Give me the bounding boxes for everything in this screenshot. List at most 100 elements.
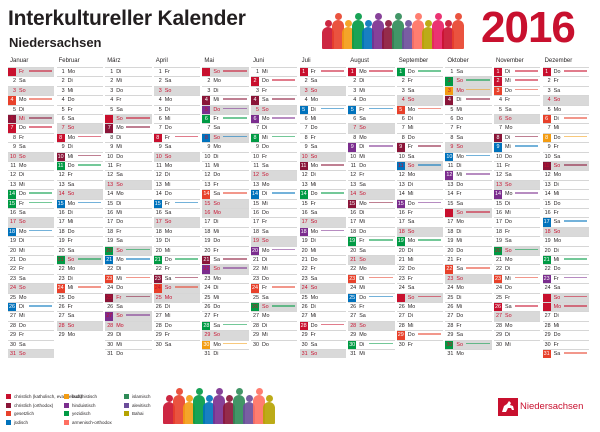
day-cell: 2 Mi bbox=[494, 76, 541, 86]
day-cell: 27 Mi bbox=[299, 311, 346, 320]
weekday-label: Di bbox=[262, 322, 268, 329]
day-number: 21 bbox=[496, 257, 502, 263]
day-number: 7 bbox=[105, 124, 114, 133]
person-silhouette bbox=[203, 395, 215, 424]
weekday-label: Mo bbox=[407, 172, 416, 179]
day-number: 27 bbox=[350, 313, 357, 320]
day-cell: 19 Mo bbox=[396, 236, 444, 246]
weekday-label: Sa bbox=[116, 172, 123, 179]
day-number: 17 bbox=[155, 219, 162, 226]
person-silhouette bbox=[432, 13, 444, 49]
event-marker bbox=[126, 295, 150, 298]
weekday-label: Di bbox=[164, 238, 170, 245]
day-cell: 18 So bbox=[396, 226, 444, 237]
legend-label: armenisch-orthodox bbox=[72, 419, 112, 425]
day-cell: 18 Sa bbox=[251, 226, 298, 236]
day-cell: 24 Mi bbox=[56, 283, 103, 293]
day-number: 10 bbox=[544, 153, 551, 160]
event-marker bbox=[77, 164, 101, 166]
weekday-label: Sa bbox=[19, 144, 26, 151]
weekday-label: Sa bbox=[164, 144, 172, 151]
day-cell: 15 Di bbox=[494, 198, 541, 208]
day-cell: 5 Fr bbox=[56, 104, 103, 114]
day-cell: 20 Mi bbox=[8, 245, 55, 255]
day-cell: 16 Di bbox=[348, 208, 395, 217]
day-number: 21 bbox=[447, 257, 454, 263]
day-number: 17 bbox=[447, 219, 454, 226]
person-silhouette bbox=[263, 395, 275, 424]
day-cell: 6 Sa bbox=[56, 114, 103, 123]
event-marker bbox=[29, 98, 53, 100]
day-cell: 28 Mo bbox=[494, 320, 541, 330]
day-number: 18 bbox=[253, 228, 259, 235]
weekday-label: So bbox=[553, 97, 561, 104]
day-cell: 9 So bbox=[445, 142, 492, 152]
day-cell: 7 Mo bbox=[105, 123, 152, 133]
day-number: 23 bbox=[301, 275, 308, 282]
day-number: 10 bbox=[56, 152, 65, 161]
day-cell: 29 So bbox=[202, 330, 249, 340]
day-number: 15 bbox=[204, 200, 211, 207]
day-number: 19 bbox=[496, 238, 502, 245]
weekday-label: Fr bbox=[116, 228, 122, 235]
day-number: 3 bbox=[445, 86, 454, 96]
weekday-label: Fr bbox=[19, 134, 25, 141]
day-cell: 14 Mi bbox=[542, 189, 589, 198]
day-cell: 29 Fr bbox=[299, 330, 346, 339]
person-silhouette bbox=[412, 13, 424, 49]
day-number: 29 bbox=[10, 332, 16, 339]
person-silhouette bbox=[173, 388, 185, 424]
day-cell: 26 Mo bbox=[396, 302, 444, 311]
event-marker bbox=[515, 248, 539, 251]
legend-label: hinduistisch bbox=[72, 402, 96, 408]
day-number: 21 bbox=[301, 257, 308, 263]
day-number: 7 bbox=[401, 125, 405, 132]
weekday-label: Sa bbox=[164, 210, 172, 216]
day-number: 28 bbox=[202, 321, 211, 331]
weekday-label: So bbox=[19, 351, 26, 357]
day-number: 29 bbox=[350, 332, 357, 339]
day-cell: 11 Do bbox=[348, 161, 395, 170]
day-cell: 11 Mo bbox=[8, 161, 55, 170]
weekday-label: Mi bbox=[456, 172, 463, 179]
day-cell: 5 So bbox=[251, 104, 298, 114]
weekday-label: Mi bbox=[505, 144, 511, 151]
day-number: 18 bbox=[58, 228, 65, 235]
weekday-label: Di bbox=[310, 172, 316, 179]
event-marker bbox=[417, 239, 442, 241]
calendar-title: Interkultureller Kalender bbox=[8, 7, 246, 30]
event-marker bbox=[272, 192, 296, 194]
event-marker bbox=[174, 286, 199, 288]
weekday-label: Fr bbox=[359, 106, 365, 113]
event-marker bbox=[369, 276, 393, 279]
day-number: 26 bbox=[58, 304, 65, 310]
day-cell: 11 Mi bbox=[202, 161, 249, 170]
weekday-label: Do bbox=[262, 78, 269, 85]
weekday-label: So bbox=[407, 97, 415, 104]
legend-item: yezidisch bbox=[64, 411, 91, 417]
day-number: 28 bbox=[253, 322, 259, 329]
day-cell: 14 Do bbox=[299, 189, 346, 199]
weekday-label: Sa bbox=[456, 332, 463, 339]
day-number: 12 bbox=[496, 172, 502, 179]
day-number: 6 bbox=[542, 115, 551, 124]
day-number: 1 bbox=[158, 69, 162, 75]
weekday-label: So bbox=[407, 294, 415, 301]
weekday-label: Mi bbox=[407, 191, 414, 198]
day-cell: 8 Do bbox=[542, 132, 589, 143]
weekday-label: Di bbox=[456, 228, 462, 235]
weekday-label: Di bbox=[359, 210, 365, 216]
day-number: 13 bbox=[58, 181, 65, 188]
day-cell: 4 Fr bbox=[105, 95, 152, 104]
weekday-label: Sa bbox=[553, 219, 561, 226]
day-number: 10 bbox=[107, 153, 114, 160]
day-cell: 28 Mi bbox=[396, 320, 444, 330]
weekday-label: Sa bbox=[553, 351, 561, 357]
weekday-label: Mo bbox=[116, 322, 124, 329]
day-cell: 14 Sa bbox=[202, 189, 249, 199]
day-number: 9 bbox=[256, 144, 259, 151]
day-cell: 7 Mi bbox=[396, 123, 444, 132]
day-cell: 2 Fr bbox=[396, 76, 444, 85]
month-name: Januar bbox=[10, 58, 29, 64]
day-cell: 15 Fr bbox=[8, 198, 55, 208]
